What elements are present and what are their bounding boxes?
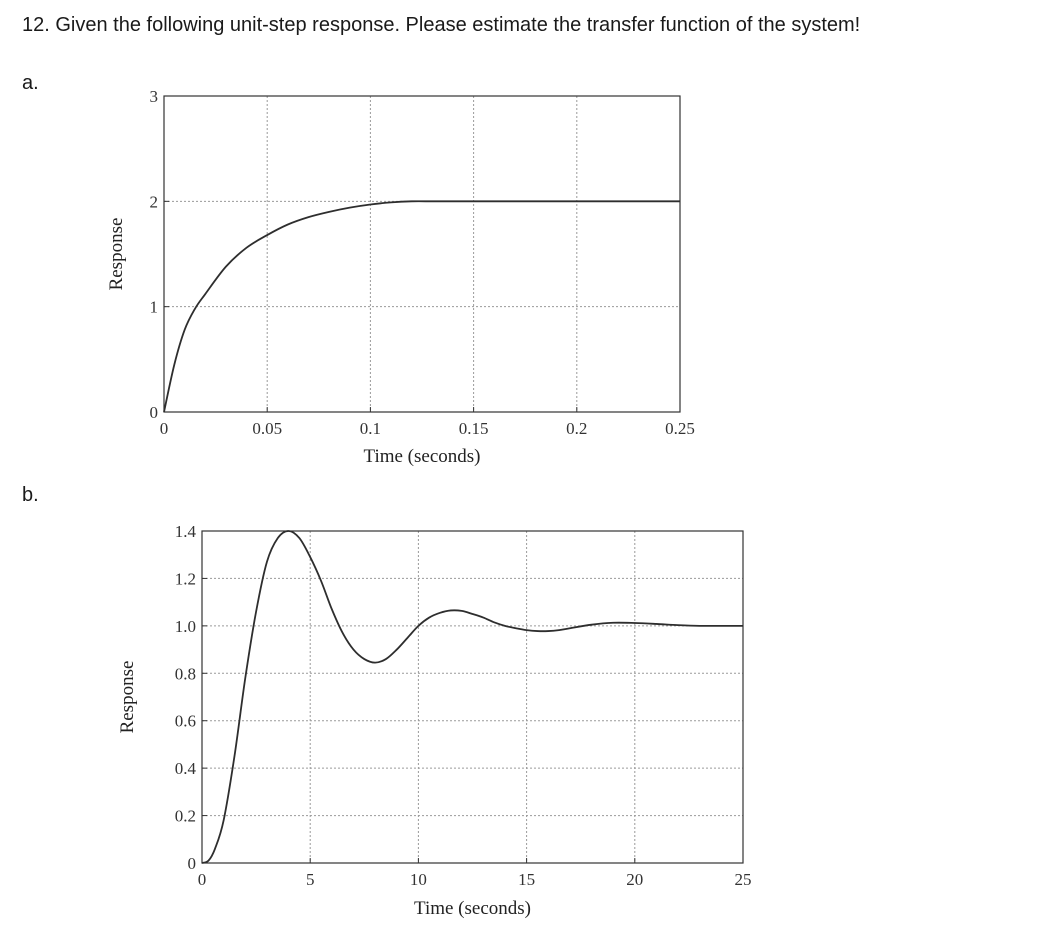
x-tick-label: 0.25 — [665, 419, 695, 438]
plot-frame — [201, 530, 744, 864]
y-tick-label: 3 — [150, 87, 159, 106]
y-tick-label: 2 — [150, 192, 159, 211]
x-tick-label: 0.1 — [360, 419, 381, 438]
y-tick-label: 0.8 — [175, 664, 196, 683]
x-tick-label: 0.2 — [566, 419, 587, 438]
y-tick-label: 1.4 — [175, 522, 197, 541]
y-axis-label: Response — [117, 661, 138, 734]
x-tick-label: 0 — [198, 870, 207, 889]
y-tick-label: 1.2 — [175, 569, 196, 588]
step-response-curve — [163, 200, 680, 413]
step-response-chart-b: 0 5 10 15 20 25 0 0.2 0.4 0.6 0.8 1.0 1.2 1.4 Time (se… — [117, 522, 752, 919]
y-tick-label: 0.6 — [175, 712, 196, 731]
x-tick-label: 0 — [160, 419, 169, 438]
x-tick-label: 25 — [735, 870, 752, 889]
y-tick-label: 1 — [150, 298, 159, 317]
step-response-curve — [201, 530, 743, 864]
x-tick-label: 20 — [626, 870, 643, 889]
x-axis-label: Time (seconds) — [364, 446, 481, 467]
part-label-a: a. — [22, 72, 39, 94]
question-text: 12. Given the following unit-step respon… — [22, 14, 861, 36]
y-tick-label: 1.0 — [175, 617, 196, 636]
part-label-b: b. — [22, 484, 39, 506]
y-axis-label: Response — [106, 218, 127, 291]
x-tick-label: 5 — [306, 870, 315, 889]
x-tick-label: 0.15 — [459, 419, 489, 438]
x-tick-label: 10 — [410, 870, 427, 889]
y-tick-label: 0.4 — [175, 759, 197, 778]
y-tick-label: 0 — [150, 403, 159, 422]
y-tick-label: 0.2 — [175, 807, 196, 826]
x-tick-label: 15 — [518, 870, 535, 889]
y-tick-label: 0 — [188, 854, 197, 873]
plot-frame — [163, 95, 681, 413]
step-response-chart-a: 0 0.05 0.1 0.15 0.2 0.25 0 1 2 3 Time (seconds) Res… — [106, 87, 695, 467]
x-tick-label: 0.05 — [252, 419, 282, 438]
x-axis-label: Time (seconds) — [414, 898, 531, 919]
